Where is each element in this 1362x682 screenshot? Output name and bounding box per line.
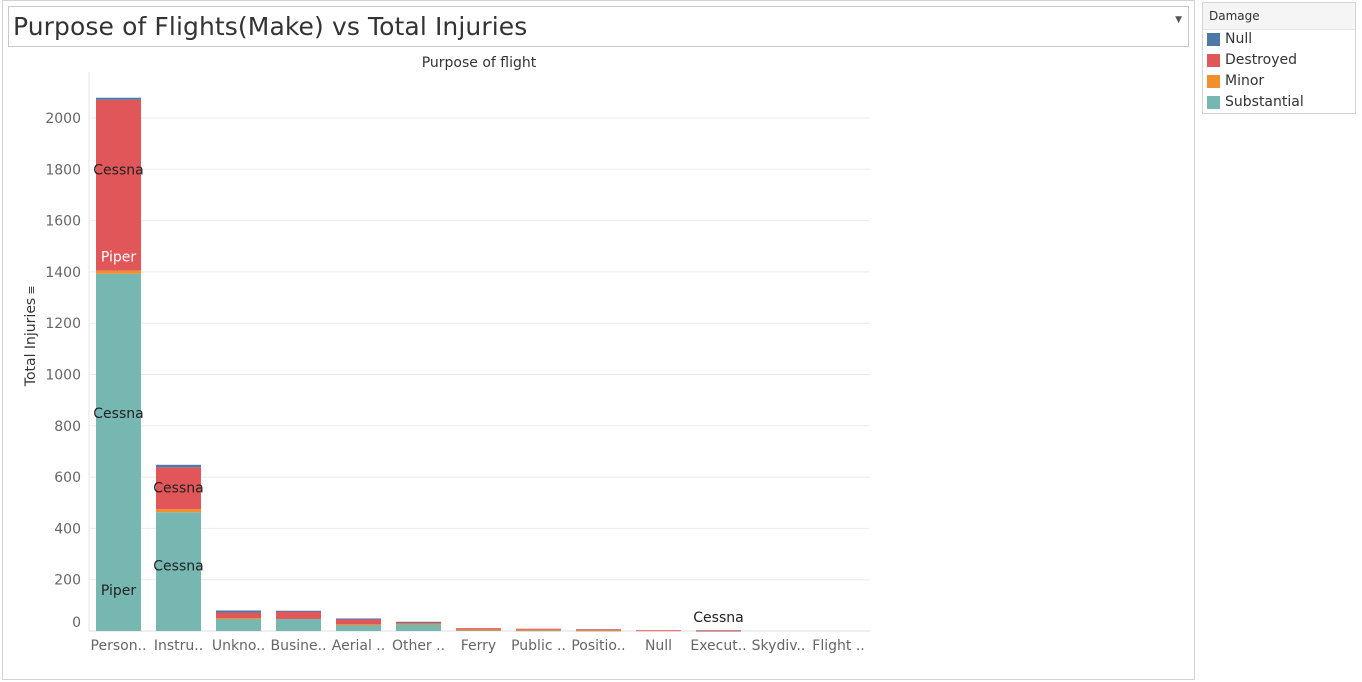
y-tick-label: 1400 [45, 265, 81, 281]
y-tick-label: 2000 [45, 111, 81, 127]
bar-segment-null[interactable] [396, 621, 441, 623]
bar-segment-minor[interactable] [336, 624, 381, 626]
bar-segment-minor[interactable] [396, 623, 441, 625]
bar-annotation-label: Cessna [153, 559, 203, 575]
bar-segment-substantial[interactable] [96, 273, 141, 631]
y-tick-label: 1200 [45, 316, 81, 332]
legend-label: Minor [1225, 73, 1265, 89]
y-tick-label: 400 [54, 521, 81, 537]
bar-segment-substantial[interactable] [456, 629, 501, 631]
legend-item-minor[interactable]: Minor [1203, 72, 1355, 93]
legend-item-null[interactable]: Null [1203, 30, 1355, 51]
worksheet-panel [2, 0, 1195, 680]
legend-swatch [1207, 75, 1220, 88]
bar-segment-minor[interactable] [576, 629, 621, 631]
bar-segment-substantial[interactable] [156, 512, 201, 631]
bar-segment-null[interactable] [216, 610, 261, 613]
bar-segment-minor[interactable] [216, 618, 261, 620]
x-tick-label: Ferry [461, 638, 496, 654]
y-tick-label: 1000 [45, 368, 81, 384]
sort-icon[interactable]: ≡ [25, 285, 38, 294]
bar-segment-substantial[interactable] [216, 618, 261, 631]
bar-segment-destroyed[interactable] [396, 622, 441, 624]
bar-segment-null[interactable] [276, 610, 321, 612]
bar-annotation-label: Piper [101, 583, 137, 599]
bar-segment-null[interactable] [156, 464, 201, 468]
bar-segment-substantial[interactable] [696, 630, 741, 632]
y-tick-label: 1600 [45, 214, 81, 230]
bar-segment-destroyed[interactable] [156, 467, 201, 510]
bar-segment-minor[interactable] [516, 629, 561, 631]
x-tick-label: Flight .. [812, 638, 864, 654]
x-tick-label: Public .. [511, 638, 566, 654]
x-tick-label: Aerial .. [332, 638, 385, 654]
x-tick-label: Null [645, 638, 672, 654]
bar-annotation-label: Piper [101, 250, 137, 266]
x-tick-label: Busine.. [270, 638, 326, 654]
bar-segment-destroyed[interactable] [516, 628, 561, 630]
bar-segment-null[interactable] [336, 618, 381, 620]
y-tick-label: 1800 [45, 162, 81, 178]
bar-segment-destroyed[interactable] [636, 630, 681, 632]
y-tick-label: 800 [54, 419, 81, 435]
bar-segment-destroyed[interactable] [96, 99, 141, 271]
x-tick-label: Execut.. [690, 638, 746, 654]
y-axis-label: Total Injuries [23, 298, 39, 387]
legend-label: Destroyed [1225, 52, 1297, 68]
y-tick-label: 0 [72, 615, 81, 631]
x-tick-label: Skydiv.. [752, 638, 806, 654]
bar-segment-null[interactable] [96, 97, 141, 100]
bar-segment-destroyed[interactable] [276, 611, 321, 619]
legend-swatch [1207, 33, 1220, 46]
legend-label: Substantial [1225, 94, 1304, 110]
chart-header-title: Purpose of flight [422, 55, 537, 71]
x-tick-label: Unkno.. [212, 638, 265, 654]
title-dropdown[interactable]: Purpose of Flights(Make) vs Total Injuri… [8, 6, 1189, 47]
bar-segment-substantial[interactable] [576, 630, 621, 632]
chevron-down-icon[interactable]: ▼ [1175, 15, 1182, 25]
bar-segment-destroyed[interactable] [696, 630, 741, 632]
y-tick-label: 200 [54, 573, 81, 589]
legend-label: Null [1225, 31, 1253, 47]
legend-title: Damage [1203, 3, 1355, 30]
x-tick-label: Instru.. [154, 638, 203, 654]
bar-segment-destroyed[interactable] [216, 612, 261, 619]
bar-annotation-label: Cessna [93, 406, 143, 422]
bar-segment-destroyed[interactable] [336, 619, 381, 625]
bar-segment-minor[interactable] [156, 509, 201, 513]
damage-legend: Damage Null Destroyed Minor Substantial [1202, 2, 1356, 114]
bar-annotation-label: Cessna [693, 610, 743, 626]
bar-segment-substantial[interactable] [516, 630, 561, 632]
bar-segment-destroyed[interactable] [576, 629, 621, 631]
bar-segment-substantial[interactable] [396, 623, 441, 631]
legend-items: Null Destroyed Minor Substantial [1203, 30, 1355, 114]
legend-item-substantial[interactable]: Substantial [1203, 93, 1355, 114]
legend-swatch [1207, 96, 1220, 109]
bar-segment-minor[interactable] [456, 629, 501, 631]
bar-segment-destroyed[interactable] [456, 628, 501, 630]
bar-segment-substantial[interactable] [276, 618, 321, 631]
x-tick-label: Other .. [392, 638, 445, 654]
y-tick-label: 600 [54, 470, 81, 486]
legend-swatch [1207, 54, 1220, 67]
x-tick-label: Person.. [91, 638, 147, 654]
legend-item-destroyed[interactable]: Destroyed [1203, 51, 1355, 72]
x-tick-label: Positio.. [571, 638, 625, 654]
bar-annotation-label: Cessna [153, 480, 203, 496]
bar-annotation-label: Cessna [93, 162, 143, 178]
bar-segment-minor[interactable] [96, 270, 141, 274]
chart-title: Purpose of Flights(Make) vs Total Injuri… [13, 12, 528, 41]
bar-segment-substantial[interactable] [336, 624, 381, 631]
